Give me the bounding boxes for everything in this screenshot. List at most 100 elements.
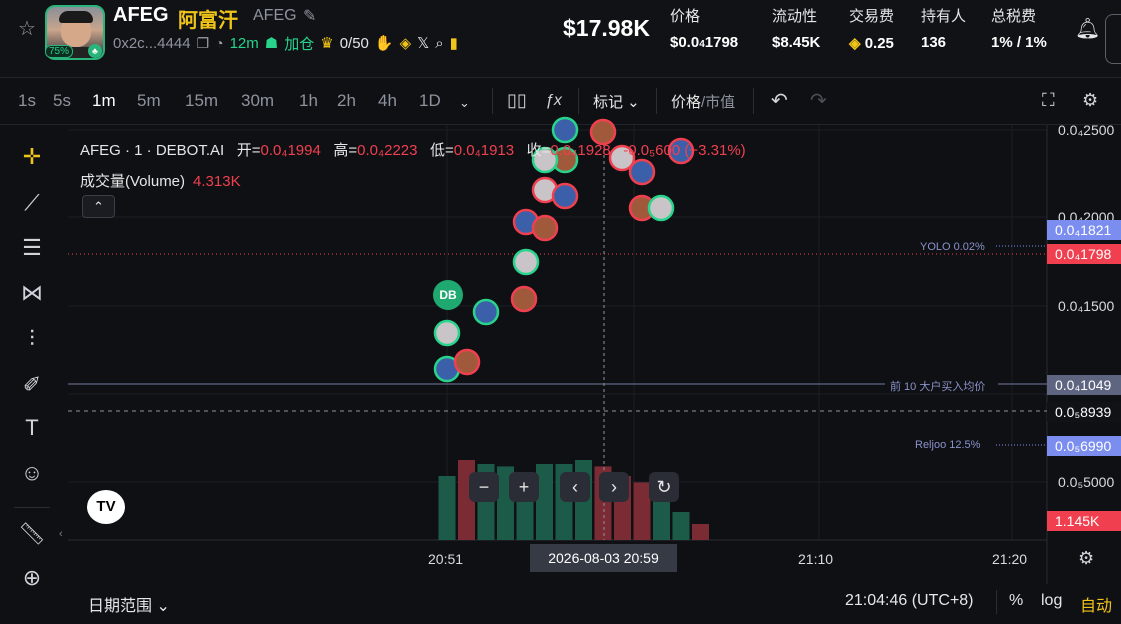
bnb-icon: ◈ (849, 35, 865, 52)
chevron-down-icon[interactable]: ⌄ (459, 95, 470, 110)
search-icon[interactable]: ⌕ (435, 34, 444, 52)
trader-avatar-marker (608, 144, 636, 172)
add-position-button[interactable]: 加仓 (284, 35, 315, 53)
y-price-tag: 0.0₄1821 (1047, 220, 1121, 240)
side-panel-handle[interactable] (1105, 14, 1121, 64)
volume-bar (692, 524, 709, 540)
favorite-star-icon[interactable]: ☆ (18, 18, 36, 40)
date-range-dropdown[interactable]: 日期范围 ⌄ (88, 598, 170, 615)
ohlc-legend: AFEG · 1 · DEBOT.AI 开=0.0₄1994 高=0.0₄222… (80, 142, 746, 159)
timezone-clock[interactable]: 21:04:46 (UTC+8) (845, 592, 974, 609)
pancake-icon[interactable]: ▮ (449, 35, 458, 52)
legend-collapse-button[interactable]: ⌃ (82, 195, 115, 218)
trader-avatar-marker (531, 146, 559, 174)
crosshair-tool-icon[interactable]: ✛ (22, 144, 42, 169)
timeframe-1m[interactable]: 1m (92, 91, 116, 110)
text-tool-icon[interactable]: T (25, 415, 39, 440)
reset-chart-button[interactable]: ↻ (649, 472, 679, 502)
trader-avatar-marker (472, 298, 500, 326)
top10-annotation: 前 10 大户买入均价 (890, 381, 986, 393)
price-chart[interactable] (0, 0, 1121, 584)
auto-scale-toggle[interactable]: 自动 (1080, 598, 1113, 615)
debot-marker[interactable]: DB (433, 280, 463, 310)
pattern-tool-icon[interactable]: ⋈ (21, 280, 43, 305)
volume-bar (633, 482, 651, 540)
measure-lines-tool-icon[interactable]: ⫶ (29, 326, 35, 351)
zoom-out-button[interactable]: − (469, 472, 499, 502)
timeframe-15m[interactable]: 15m (185, 91, 219, 110)
trader-avatar-marker (551, 182, 579, 210)
y-tick-label: 0.0₄1500 (1058, 298, 1115, 314)
redo-icon[interactable]: ↷ (810, 90, 827, 112)
y-tick-label: 0.0₄2500 (1058, 122, 1115, 138)
y-price-tag: 1.145K (1047, 511, 1121, 531)
mark-dropdown[interactable]: 标记 ⌄ (593, 94, 640, 111)
yolo-annotation: YOLO 0.02% (920, 241, 985, 253)
timeframe-1s[interactable]: 1s (18, 91, 36, 110)
candle-type-icon[interactable]: ▯▯ (507, 90, 527, 110)
token-cn-name: 阿富汗 (178, 10, 238, 32)
volume-legend: 成交量(Volume) 4.313K (80, 173, 241, 190)
timeframe-5m[interactable]: 5m (137, 91, 161, 110)
log-scale-toggle[interactable]: log (1041, 592, 1063, 609)
token-header (0, 0, 1121, 78)
timeframe-5s[interactable]: 5s (53, 91, 71, 110)
alert-bell-icon[interactable]: 🔔︎ (1075, 18, 1101, 40)
undo-icon[interactable]: ↶ (771, 90, 788, 112)
price-cap-toggle[interactable]: 价格/市值 (671, 94, 736, 111)
horizontal-lines-tool-icon[interactable]: ☰ (22, 235, 42, 260)
holder-count: 0/50 (339, 34, 369, 52)
brush-tool-icon[interactable]: ✐ (22, 372, 42, 397)
zoom-in-tool-icon[interactable]: ⊕ (22, 565, 42, 590)
emoji-tool-icon[interactable]: ☺ (20, 460, 44, 485)
trader-avatar-marker (453, 348, 481, 376)
tradingview-logo[interactable]: TV (87, 490, 125, 524)
volume-bar (536, 464, 553, 540)
zoom-in-button[interactable]: + (509, 472, 539, 502)
x-twitter-icon[interactable]: 𝕏 (417, 35, 430, 52)
token-avatar[interactable] (45, 5, 105, 60)
axis-settings-icon[interactable]: ⚙ (1078, 548, 1095, 568)
timeframe-4h[interactable]: 4h (378, 91, 397, 110)
copy-icon[interactable]: ❐ (196, 34, 210, 51)
avatar-badge-icon: ♣ (88, 44, 102, 58)
crosshair-time-label: 2026-08-03 20:59 (530, 544, 677, 572)
x-tick-label: 21:10 (798, 551, 834, 567)
y-price-tag: 0.0₅6990 (1047, 436, 1121, 456)
timeframe-1h[interactable]: 1h (299, 91, 318, 110)
timeframe-1D[interactable]: 1D (419, 91, 441, 110)
trader-avatar-marker (628, 158, 656, 186)
token-meta-row: 0x2c...4444 ❐ ◔ 12m ☗ 加仓 ♛ 0/50 ✋ ◈ 𝕏 ⌕ … (113, 33, 458, 53)
trader-avatar-marker (433, 319, 461, 347)
timeframe-2h[interactable]: 2h (337, 91, 356, 110)
contract-address: 0x2c...4444 (113, 34, 191, 52)
bnb-icon[interactable]: ◈ (399, 35, 412, 52)
crown-icon: ♛ (320, 35, 334, 52)
y-price-tag: 0.0₅8939 (1047, 402, 1121, 422)
hand-icon[interactable]: ✋ (374, 35, 394, 52)
token-symbol: AFEG (253, 7, 297, 24)
indicators-icon[interactable]: ƒx (545, 92, 562, 109)
trend-line-tool-icon[interactable]: ⟋ (24, 190, 40, 215)
x-tick-label: 20:51 (428, 551, 464, 567)
ruler-tool-icon[interactable]: 📏︎ (18, 521, 46, 546)
stat-tax: 总税费 1% / 1% (991, 8, 1047, 51)
volume-bar (653, 492, 670, 540)
stat-price: 价格 $0.041798 (670, 8, 739, 51)
scroll-right-button[interactable]: › (599, 472, 629, 502)
trader-avatar-marker (667, 137, 695, 165)
volume-bar (672, 512, 690, 540)
stat-fee: 交易费 ◈ 0.25 (849, 8, 895, 52)
fullscreen-icon[interactable]: ⛶ (1042, 90, 1055, 110)
percent-scale-toggle[interactable]: % (1009, 592, 1024, 609)
collapse-toolbar-icon[interactable]: ‹ (59, 528, 63, 540)
trader-avatar-marker (531, 214, 559, 242)
token-age: 12m (229, 34, 259, 52)
scroll-left-button[interactable]: ‹ (560, 472, 590, 502)
y-price-tag: 0.0₄1049 (1047, 375, 1121, 395)
volume-bar (438, 476, 456, 540)
market-cap: $17.98K (563, 15, 650, 41)
edit-icon[interactable]: ✎ (303, 8, 317, 25)
timeframe-30m[interactable]: 30m (241, 91, 275, 110)
settings-gear-icon[interactable]: ⚙ (1082, 90, 1099, 110)
